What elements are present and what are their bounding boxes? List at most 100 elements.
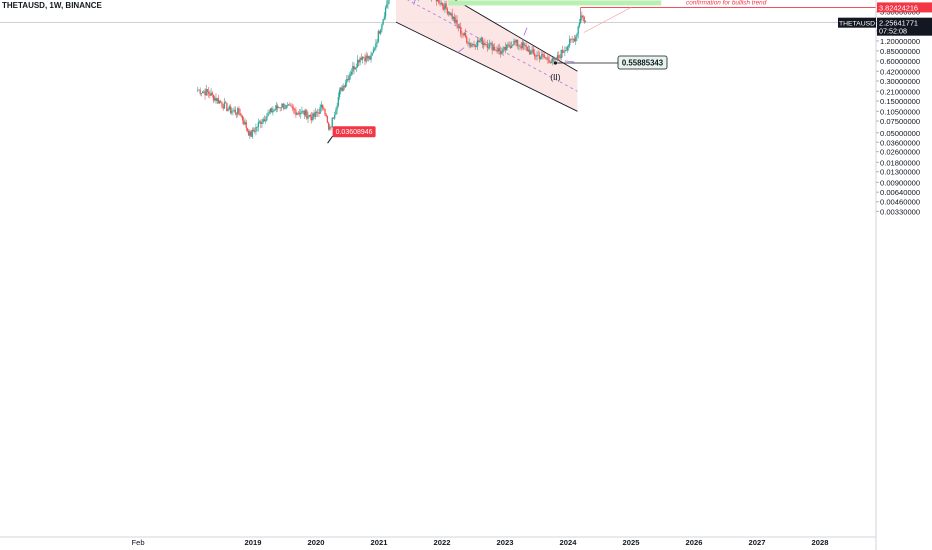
candle-body bbox=[569, 39, 571, 46]
candle-body bbox=[496, 49, 498, 52]
candle-body bbox=[383, 16, 385, 19]
candle-body bbox=[307, 116, 309, 119]
annotations: confirmation for bullish trend16.6117021… bbox=[327, 0, 876, 144]
candle-body bbox=[301, 111, 303, 114]
candle-body bbox=[474, 44, 476, 47]
candle-body bbox=[250, 131, 252, 137]
candle-body bbox=[439, 3, 441, 5]
candle-body bbox=[344, 82, 347, 88]
candle-body bbox=[378, 31, 381, 34]
candle-body bbox=[313, 113, 315, 117]
candle-body bbox=[570, 39, 572, 40]
low-pointer bbox=[327, 135, 334, 144]
candle-body bbox=[555, 57, 558, 61]
candle-body bbox=[353, 65, 355, 70]
candle-body bbox=[449, 12, 451, 16]
candle-body bbox=[539, 57, 542, 60]
candle-body bbox=[509, 46, 511, 48]
candle-body bbox=[463, 33, 465, 36]
candle-body bbox=[478, 40, 480, 43]
candle-body bbox=[325, 114, 327, 117]
candle-body bbox=[456, 19, 458, 25]
y-tick-label: 0.10500000 bbox=[880, 107, 920, 116]
candle-body bbox=[492, 46, 495, 51]
candle-body bbox=[376, 41, 378, 44]
candle-body bbox=[343, 85, 346, 88]
candle-body bbox=[222, 106, 224, 109]
candle-body bbox=[554, 57, 556, 60]
candle-body bbox=[480, 37, 482, 41]
candle-body bbox=[583, 17, 585, 22]
candle-body bbox=[370, 55, 372, 60]
candle-body bbox=[462, 34, 464, 36]
candle-body bbox=[537, 54, 539, 56]
candle-body bbox=[279, 107, 281, 109]
candle-body bbox=[452, 16, 455, 19]
wave-2-label: (II) bbox=[550, 72, 561, 82]
candle-body bbox=[335, 109, 337, 115]
candle-body bbox=[321, 104, 324, 109]
candle-body bbox=[318, 112, 320, 114]
candle-body bbox=[532, 49, 535, 54]
candle-body bbox=[209, 93, 211, 96]
y-tick-label: 0.00900000 bbox=[880, 178, 920, 187]
candle-body bbox=[380, 29, 382, 34]
candle-body bbox=[245, 122, 247, 129]
candle-body bbox=[563, 51, 565, 53]
candle-body bbox=[271, 108, 273, 113]
candle-body bbox=[524, 45, 526, 46]
wave-2-price-label: 0.55885343 bbox=[622, 59, 664, 68]
candle-body bbox=[340, 87, 342, 91]
candle-body bbox=[443, 5, 445, 10]
candle-body bbox=[444, 3, 446, 10]
candle-body bbox=[582, 15, 584, 18]
candle-body bbox=[311, 116, 313, 121]
candle-body bbox=[485, 44, 487, 45]
candle-body bbox=[286, 104, 289, 106]
x-tick-label: 2023 bbox=[497, 538, 514, 547]
candle-body bbox=[497, 48, 499, 52]
candle-body bbox=[348, 75, 350, 81]
candle-body bbox=[254, 131, 256, 133]
candle-body bbox=[285, 105, 287, 109]
candle-body bbox=[507, 44, 509, 46]
candle-body bbox=[216, 98, 218, 101]
candle-body bbox=[512, 45, 514, 46]
descending-channel bbox=[395, 0, 578, 112]
candle-body bbox=[296, 112, 298, 115]
candle-body bbox=[304, 110, 307, 116]
last-price-tag-label: 2.25641771 bbox=[879, 19, 918, 28]
candle-body bbox=[297, 112, 299, 114]
y-tick-label: 0.00460000 bbox=[880, 198, 920, 207]
y-tick-label: 0.21000000 bbox=[880, 87, 920, 96]
x-tick-label: 2026 bbox=[686, 538, 703, 547]
resistance-price-tag bbox=[877, 2, 932, 13]
candle-body bbox=[284, 108, 286, 110]
candle-body bbox=[298, 112, 301, 115]
candle-body bbox=[382, 18, 384, 25]
wave-2-dot bbox=[553, 61, 558, 65]
candle-body bbox=[337, 97, 339, 106]
candle-body bbox=[262, 119, 264, 123]
candle-body bbox=[578, 22, 581, 27]
candle-body bbox=[564, 50, 566, 52]
candle-body bbox=[256, 126, 258, 128]
x-tick-label: 2022 bbox=[434, 538, 451, 547]
y-tick-label: 0.60000000 bbox=[880, 57, 920, 66]
candle-body bbox=[203, 91, 205, 93]
candle-body bbox=[212, 94, 215, 101]
candle-body bbox=[445, 3, 447, 9]
candle-body bbox=[461, 34, 463, 35]
candle-body bbox=[360, 57, 362, 60]
candle-body bbox=[567, 45, 570, 47]
subwave-arrow bbox=[564, 60, 575, 63]
candle-body bbox=[292, 107, 295, 110]
candle-body bbox=[330, 126, 332, 128]
candle-body bbox=[273, 109, 275, 111]
candle-body bbox=[338, 90, 341, 98]
candle-body bbox=[514, 40, 516, 43]
candle-body bbox=[455, 19, 457, 23]
candle-body bbox=[198, 89, 200, 91]
candle-body bbox=[546, 57, 548, 59]
